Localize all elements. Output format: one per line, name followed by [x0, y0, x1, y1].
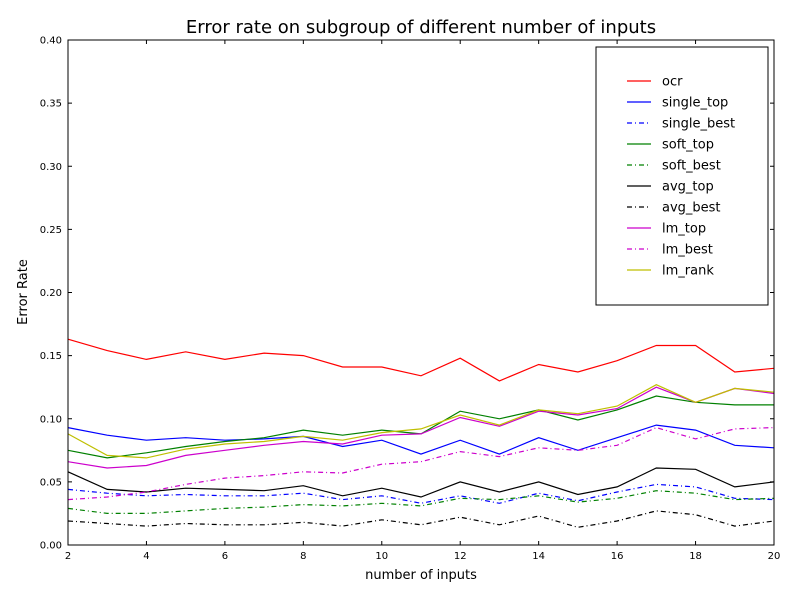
x-tick-label: 14	[532, 551, 545, 562]
y-tick-label: 0.15	[40, 351, 62, 362]
series-layer	[67, 338, 775, 528]
y-tick-label: 0.35	[40, 99, 62, 110]
legend-label-soft-top: soft_top	[662, 138, 714, 153]
legend: ocr single_top single_best soft_top soft_bes…	[595, 46, 769, 306]
x-tick-label: 12	[454, 551, 467, 562]
legend-label-single-top: single_top	[662, 96, 728, 111]
series-line-single-top	[67, 424, 775, 455]
x-axis-title: number of inputs	[365, 568, 477, 583]
legend-label-ocr: ocr	[662, 75, 683, 90]
chart-title: Error rate on subgroup of different numb…	[186, 17, 656, 38]
y-tick-label: 0.05	[40, 477, 62, 488]
series-line-single-best	[67, 483, 775, 504]
legend-label-single-best: single_best	[662, 117, 735, 132]
legend-label-lm-best: lm_best	[662, 243, 713, 258]
x-tick-label: 8	[300, 551, 306, 562]
legend-label-avg-best: avg_best	[662, 201, 721, 216]
series-line-lm-top	[67, 386, 775, 469]
y-axis-title: Error Rate	[16, 259, 31, 325]
y-tick-label: 0.25	[40, 225, 62, 236]
y-tick-label: 0.00	[40, 541, 62, 552]
legend-label-soft-best: soft_best	[662, 159, 721, 174]
x-tick-label: 10	[375, 551, 388, 562]
legend-label-avg-top: avg_top	[662, 180, 714, 195]
x-tick-label: 16	[611, 551, 624, 562]
y-tick-label: 0.30	[40, 162, 62, 173]
x-tick-label: 2	[65, 551, 71, 562]
x-tick-label: 20	[768, 551, 781, 562]
axes-layer: 2 4 6 8 10 12 14 16 18 20 0.00 0.05 0.10 0.15 0.20 0.25…	[40, 36, 781, 563]
x-tick-label: 4	[143, 551, 149, 562]
series-line-avg-best	[67, 510, 775, 528]
legend-box	[595, 46, 769, 306]
x-tick-label: 6	[222, 551, 228, 562]
legend-label-lm-top: lm_top	[662, 222, 706, 237]
series-line-ocr	[67, 338, 775, 382]
legend-label-lm-rank: lm_rank	[662, 264, 714, 279]
y-tick-label: 0.40	[40, 36, 62, 47]
series-line-soft-best	[67, 490, 775, 515]
x-tick-label: 18	[689, 551, 702, 562]
series-line-avg-top	[67, 467, 775, 498]
y-tick-label: 0.20	[40, 288, 62, 299]
y-tick-label: 0.10	[40, 414, 62, 425]
series-line-lm-rank	[67, 384, 775, 459]
